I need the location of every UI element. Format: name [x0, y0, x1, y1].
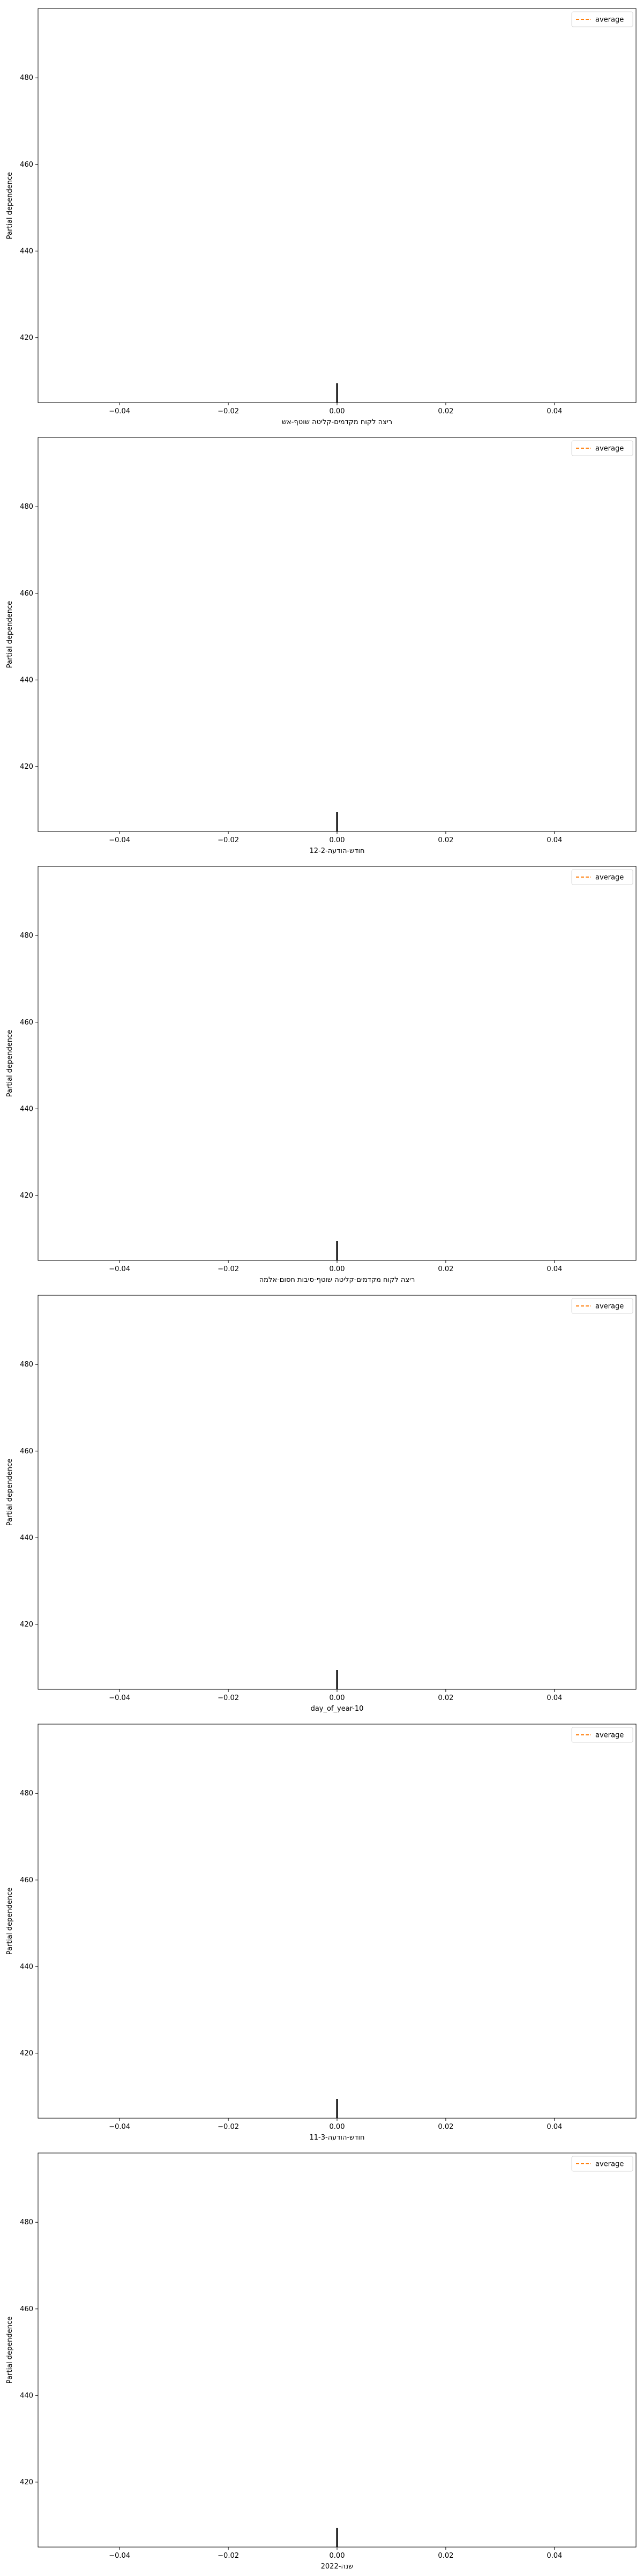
- pd-panel-5: 420 440 460 480 −0.04 −0.02 0.00 0.02 0.04 חודש-ה…: [6, 1724, 637, 2142]
- y-tick-label: 480: [20, 2218, 33, 2226]
- y-tick-label: 460: [20, 1447, 33, 1456]
- x-axis-label: ריצה לקוח מקדמים-קליטה שוטף-אש: [282, 418, 392, 426]
- x-tick-label: −0.04: [109, 407, 130, 415]
- legend-label-average: average: [595, 1303, 624, 1311]
- x-tick-label: 0.00: [330, 836, 345, 844]
- pd-panel-4: 420 440 460 480 −0.04 −0.02 0.00 0.02 0.04 day_of…: [6, 1295, 637, 1713]
- plot-area-frame: [38, 866, 637, 1261]
- y-tick-label: 480: [20, 1790, 33, 1798]
- x-tick-label: 0.02: [438, 407, 453, 415]
- x-tick-label: 0.02: [438, 1265, 453, 1273]
- y-tick-label: 460: [20, 2305, 33, 2313]
- y-tick-label: 480: [20, 503, 33, 511]
- legend-box: [571, 2156, 633, 2172]
- y-tick-label: 440: [20, 2392, 33, 2400]
- x-tick-label: 0.00: [330, 407, 345, 415]
- pd-panel-2: 420 440 460 480 −0.04 −0.02 0.00 0.02 0.04 חודש-ה…: [6, 437, 637, 855]
- x-tick-label: 0.04: [547, 2123, 562, 2131]
- x-tick-label: −0.02: [218, 836, 239, 844]
- y-tick-label: 440: [20, 247, 33, 255]
- x-axis-label: חודש-הודעה-12-2: [309, 847, 364, 855]
- y-tick-label: 420: [20, 1192, 33, 1200]
- legend-box: [571, 869, 633, 885]
- x-axis-label: חודש-הודעה-11-3: [309, 2134, 364, 2142]
- y-axis-label: Partial dependence: [6, 1888, 14, 1955]
- y-axis-label: Partial dependence: [6, 2317, 14, 2384]
- x-axis-label: day_of_year-10: [311, 1705, 364, 1713]
- legend-box: [571, 440, 633, 456]
- legend-label-average: average: [595, 2161, 624, 2169]
- plot-area-frame: [38, 2152, 637, 2548]
- x-tick-label: −0.04: [109, 1694, 130, 1702]
- x-tick-label: 0.02: [438, 1694, 453, 1702]
- x-tick-label: 0.04: [547, 407, 562, 415]
- legend-box: [571, 1727, 633, 1743]
- plot-area-frame: [38, 437, 637, 832]
- plot-area-frame: [38, 1724, 637, 2119]
- y-tick-label: 440: [20, 676, 33, 684]
- pd-panel-1: 420 440 460 480 −0.04 −0.02 0.00 0.02 0.04 ריצה ל…: [6, 8, 637, 426]
- y-axis-label: Partial dependence: [6, 601, 14, 668]
- x-axis-label: שנה-2022: [321, 2563, 354, 2571]
- x-tick-label: 0.00: [330, 1694, 345, 1702]
- x-tick-label: 0.04: [547, 836, 562, 844]
- x-tick-label: −0.04: [109, 1265, 130, 1273]
- y-tick-label: 460: [20, 590, 33, 598]
- x-tick-label: 0.04: [547, 2552, 562, 2560]
- x-tick-label: 0.04: [547, 1694, 562, 1702]
- y-axis-label: Partial dependence: [6, 172, 14, 239]
- y-axis-label: Partial dependence: [6, 1030, 14, 1097]
- y-tick-label: 480: [20, 74, 33, 82]
- y-tick-label: 420: [20, 334, 33, 342]
- y-tick-label: 420: [20, 763, 33, 771]
- x-tick-label: 0.02: [438, 836, 453, 844]
- x-tick-label: 0.00: [330, 1265, 345, 1273]
- x-tick-label: −0.02: [218, 407, 239, 415]
- plot-area-frame: [38, 1295, 637, 1690]
- x-tick-label: −0.04: [109, 2552, 130, 2560]
- x-tick-label: −0.02: [218, 2552, 239, 2560]
- x-tick-label: 0.00: [330, 2552, 345, 2560]
- legend-box: [571, 11, 633, 27]
- y-tick-label: 480: [20, 932, 33, 940]
- x-tick-label: −0.02: [218, 2123, 239, 2131]
- x-tick-label: 0.02: [438, 2123, 453, 2131]
- y-tick-label: 420: [20, 2478, 33, 2486]
- x-tick-label: 0.04: [547, 1265, 562, 1273]
- x-tick-label: 0.00: [330, 2123, 345, 2131]
- y-tick-label: 440: [20, 1963, 33, 1971]
- legend-label-average: average: [595, 874, 624, 882]
- y-tick-label: 420: [20, 1621, 33, 1629]
- plot-area-frame: [38, 8, 637, 403]
- legend-label-average: average: [595, 16, 624, 24]
- y-tick-label: 460: [20, 161, 33, 169]
- legend-box: [571, 1298, 633, 1314]
- y-tick-label: 440: [20, 1105, 33, 1113]
- x-tick-label: −0.02: [218, 1265, 239, 1273]
- y-tick-label: 460: [20, 1876, 33, 1884]
- x-tick-label: −0.02: [218, 1694, 239, 1702]
- y-tick-label: 460: [20, 1019, 33, 1027]
- y-tick-label: 440: [20, 1534, 33, 1542]
- y-axis-label: Partial dependence: [6, 1459, 14, 1526]
- x-tick-label: −0.04: [109, 2123, 130, 2131]
- y-tick-label: 420: [20, 2050, 33, 2058]
- pd-panel-6: 420 440 460 480 −0.04 −0.02 0.00 0.02 0.04 שנה-20…: [6, 2152, 637, 2571]
- y-tick-label: 480: [20, 1361, 33, 1369]
- x-axis-label: ריצה לקוח מקדמים-קליטה שוטף-סיבות חסום-א…: [259, 1276, 415, 1284]
- legend-label-average: average: [595, 445, 624, 453]
- legend-label-average: average: [595, 1732, 624, 1740]
- x-tick-label: 0.02: [438, 2552, 453, 2560]
- pd-panel-3: 420 440 460 480 −0.04 −0.02 0.00 0.02 0.04 ריצה ל…: [6, 866, 637, 1284]
- x-tick-label: −0.04: [109, 836, 130, 844]
